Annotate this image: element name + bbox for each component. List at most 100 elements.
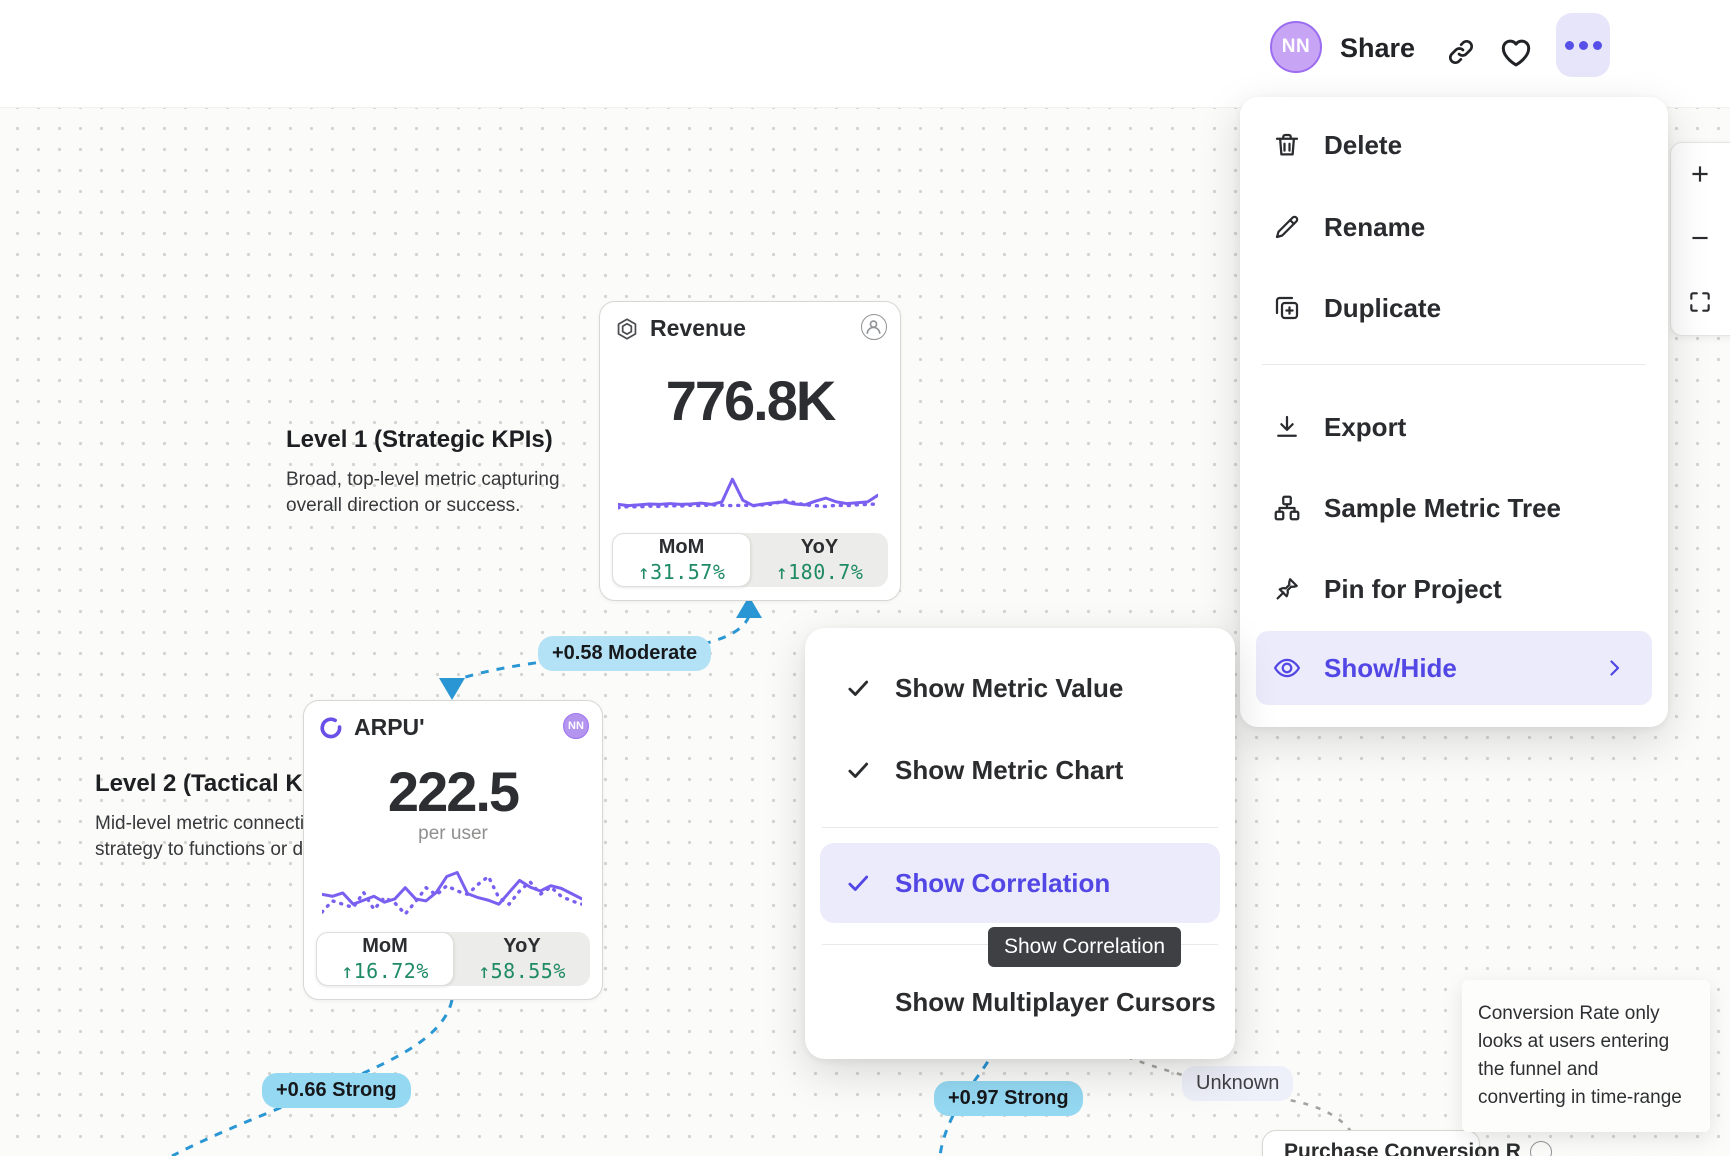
pencil-icon: [1275, 215, 1299, 239]
card-title: ARPU': [354, 714, 425, 740]
yoy-value: ↑180.7%: [775, 560, 864, 584]
more-options-menu: Delete Rename Duplicate Export Sample M: [1240, 97, 1668, 727]
submenu-item-label: Show Multiplayer Cursors: [895, 986, 1216, 1017]
note-line2: looks at users entering: [1478, 1031, 1670, 1052]
submenu-item-label: Show Metric Value: [895, 672, 1124, 703]
zoom-in-button[interactable]: [1683, 157, 1717, 191]
check-icon: [848, 762, 869, 778]
submenu-item-label: Show Correlation: [895, 867, 1111, 898]
owner-avatar: [1529, 1141, 1552, 1156]
metric-card-purchase-conversion[interactable]: Purchase Conversion R: [1262, 1130, 1552, 1156]
arpu-sparkline: [322, 871, 582, 916]
mom-value: ↑16.72%: [341, 959, 429, 983]
level2-desc-line1: Mid-level metric connecting: [95, 813, 326, 834]
collaborator-avatar[interactable]: NN: [563, 713, 589, 739]
pin-icon: [1276, 578, 1298, 600]
level1-desc-line1: Broad, top-level metric capturing: [286, 469, 560, 490]
menu-item-rename[interactable]: Rename: [1256, 199, 1652, 255]
owner-avatar[interactable]: [861, 314, 887, 340]
metric-unit: per user: [418, 823, 488, 844]
correlation-badge-strong-97[interactable]: +0.97 Strong: [934, 1081, 1083, 1116]
revenue-sparkline: [618, 477, 878, 510]
check-icon: [848, 875, 869, 891]
menu-item-label: Pin for Project: [1324, 573, 1502, 604]
arc-metric-icon: [320, 716, 342, 738]
submenu-item-show-multiplayer-cursors[interactable]: Show Multiplayer Cursors: [820, 976, 1220, 1028]
zoom-out-button[interactable]: [1683, 221, 1717, 255]
menu-item-duplicate[interactable]: Duplicate: [1256, 280, 1652, 336]
metric-value: 776.8K: [665, 369, 837, 432]
fit-view-button[interactable]: [1683, 285, 1717, 319]
metric-card-revenue[interactable]: Revenue 776.8K MoM ↑31.57% YoY ↑180.7%: [599, 301, 901, 601]
menu-divider: [1262, 364, 1646, 365]
person-icon: [866, 320, 881, 334]
menu-item-label: Show/Hide: [1324, 652, 1457, 683]
card-title: Purchase Conversion R: [1284, 1140, 1521, 1156]
chevron-right-icon: [1610, 660, 1620, 676]
show-correlation-tooltip: Show Correlation: [988, 927, 1182, 967]
share-button[interactable]: Share: [1340, 33, 1416, 63]
menu-item-delete[interactable]: Delete: [1256, 117, 1652, 173]
eye-icon: [1274, 658, 1300, 678]
mom-tab[interactable]: MoM ↑31.57%: [612, 533, 751, 587]
yoy-label: YoY: [800, 536, 839, 558]
submenu-item-label: Show Metric Chart: [895, 754, 1124, 785]
yoy-tab[interactable]: YoY ↑180.7%: [751, 533, 888, 587]
menu-item-sample-metric-tree[interactable]: Sample Metric Tree: [1256, 480, 1652, 536]
tree-icon: [1274, 495, 1300, 521]
duplicate-icon: [1275, 296, 1299, 320]
correlation-badge-strong-66[interactable]: +0.66 Strong: [262, 1073, 411, 1108]
mom-label: MoM: [362, 935, 408, 957]
yoy-value: ↑58.55%: [478, 959, 566, 983]
menu-item-show-hide[interactable]: Show/Hide: [1256, 631, 1652, 705]
show-hide-submenu: Show Metric Value Show Metric Chart Show…: [805, 628, 1235, 1059]
level1-title: Level 1 (Strategic KPIs): [286, 426, 553, 453]
arrowhead-down-icon: [439, 678, 465, 700]
note-line1: Conversion Rate only: [1478, 1003, 1660, 1024]
card-title: Revenue: [650, 315, 746, 341]
submenu-divider: [822, 827, 1218, 828]
download-icon: [1277, 415, 1297, 437]
menu-item-label: Delete: [1324, 129, 1403, 160]
submenu-item-show-metric-value[interactable]: Show Metric Value: [820, 662, 1220, 714]
level1-label: Level 1 (Strategic KPIs) Broad, top-leve…: [286, 426, 560, 519]
menu-item-label: Export: [1324, 411, 1407, 442]
mom-tab[interactable]: MoM ↑16.72%: [316, 932, 454, 986]
menu-item-label: Rename: [1324, 211, 1426, 242]
plus-icon: [1692, 166, 1708, 182]
menu-item-label: Duplicate: [1324, 292, 1442, 323]
canvas-zoom-controls: [1670, 142, 1730, 336]
mom-label: MoM: [658, 536, 705, 558]
check-icon: [848, 680, 869, 696]
ellipsis-icon: [1564, 40, 1574, 50]
yoy-tab[interactable]: YoY ↑58.55%: [454, 932, 590, 986]
metric-footer: MoM ↑16.72% YoY ↑58.55%: [316, 932, 590, 986]
copy-link-icon[interactable]: [1445, 36, 1477, 68]
hexagon-metric-icon: [617, 317, 637, 340]
level1-desc-line2: overall direction or success.: [286, 495, 521, 516]
more-options-button[interactable]: [1556, 13, 1610, 77]
note-line3: the funnel and: [1478, 1059, 1599, 1080]
top-bar: NN Share: [0, 0, 1730, 108]
submenu-item-show-metric-chart[interactable]: Show Metric Chart: [820, 744, 1220, 796]
canvas-note[interactable]: Conversion Rate only looks at users ente…: [1462, 980, 1710, 1132]
yoy-label: YoY: [503, 935, 541, 957]
trash-icon: [1275, 133, 1299, 156]
mom-value: ↑31.57%: [637, 560, 726, 584]
note-line4: converting in time-range: [1478, 1087, 1682, 1108]
metric-card-arpu[interactable]: ARPU' NN 222.5 per user MoM ↑16.72% YoY …: [303, 700, 603, 1000]
menu-item-pin-for-project[interactable]: Pin for Project: [1256, 561, 1652, 617]
correlation-badge-moderate[interactable]: +0.58 Moderate: [538, 636, 712, 671]
favorite-heart-icon[interactable]: [1497, 33, 1535, 71]
correlation-badge-unknown[interactable]: Unknown: [1182, 1066, 1294, 1101]
level2-desc-line2: strategy to functions or domains.: [95, 839, 370, 860]
submenu-item-show-correlation[interactable]: Show Correlation: [820, 843, 1220, 923]
fit-view-icon: [1690, 292, 1710, 312]
metric-value: 222.5: [387, 760, 520, 823]
minus-icon: [1692, 236, 1708, 240]
menu-item-label: Sample Metric Tree: [1324, 492, 1561, 523]
menu-item-export[interactable]: Export: [1256, 399, 1652, 455]
user-avatar[interactable]: NN: [1270, 21, 1322, 73]
metric-footer: MoM ↑31.57% YoY ↑180.7%: [612, 533, 888, 587]
